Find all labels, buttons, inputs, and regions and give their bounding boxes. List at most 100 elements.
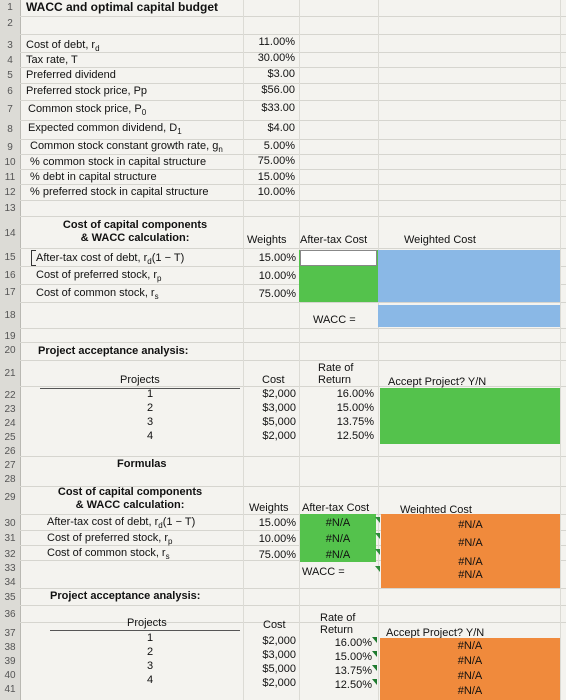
row-number[interactable]: 41 bbox=[4, 684, 16, 695]
row-number[interactable]: 37 bbox=[4, 628, 16, 639]
project-cost[interactable]: $3,000 bbox=[262, 402, 296, 414]
row-number[interactable]: 26 bbox=[4, 446, 16, 457]
input-value[interactable]: $4.00 bbox=[267, 122, 295, 134]
weighted-cost-cells[interactable] bbox=[381, 514, 560, 588]
weighted-cell[interactable]: #N/A bbox=[458, 537, 483, 549]
weight-cell[interactable]: 15.00% bbox=[258, 252, 296, 264]
project-cost[interactable]: $2,000 bbox=[262, 635, 296, 647]
project-cost[interactable]: $5,000 bbox=[262, 663, 296, 675]
row-number[interactable]: 17 bbox=[4, 287, 16, 298]
accept-project-cells[interactable] bbox=[380, 638, 560, 700]
row-number[interactable]: 19 bbox=[4, 331, 16, 342]
row-number[interactable]: 10 bbox=[4, 157, 16, 168]
input-value[interactable]: $56.00 bbox=[261, 84, 295, 96]
weighted-cell[interactable]: #N/A bbox=[458, 556, 483, 568]
row-number[interactable]: 39 bbox=[4, 656, 16, 667]
row-number[interactable]: 29 bbox=[4, 492, 16, 503]
row-number[interactable]: 14 bbox=[4, 228, 16, 239]
weighted-cost-cells[interactable] bbox=[378, 250, 560, 302]
weight-cell[interactable]: 75.00% bbox=[258, 288, 296, 300]
row-number[interactable]: 35 bbox=[4, 592, 16, 603]
row-number[interactable]: 11 bbox=[4, 172, 16, 183]
error-indicator-icon[interactable] bbox=[372, 637, 377, 643]
project-rate[interactable]: 15.00% bbox=[336, 402, 374, 414]
aftertax-cell[interactable]: #N/A bbox=[325, 533, 351, 545]
row-number[interactable]: 20 bbox=[4, 345, 16, 356]
project-rate[interactable]: 15.00% bbox=[334, 651, 372, 663]
input-value[interactable]: 10.00% bbox=[257, 186, 295, 198]
row-number[interactable]: 40 bbox=[4, 670, 16, 681]
row-number[interactable]: 9 bbox=[7, 142, 13, 153]
project-cost[interactable]: $2,000 bbox=[262, 430, 296, 442]
row-number[interactable]: 38 bbox=[4, 642, 16, 653]
row-number[interactable]: 22 bbox=[4, 390, 16, 401]
row-number[interactable]: 32 bbox=[4, 549, 16, 560]
row-number[interactable]: 2 bbox=[7, 18, 13, 29]
project-cost[interactable]: $3,000 bbox=[262, 649, 296, 661]
aftertax-cost-cells[interactable] bbox=[300, 514, 376, 562]
row-number[interactable]: 6 bbox=[7, 86, 13, 97]
wacc-cell[interactable] bbox=[378, 305, 560, 327]
error-indicator-icon[interactable] bbox=[372, 665, 377, 671]
weight-cell[interactable]: 75.00% bbox=[258, 549, 296, 561]
input-value[interactable]: 11.00% bbox=[258, 36, 296, 48]
accept-cell[interactable]: #N/A bbox=[457, 670, 483, 682]
input-value[interactable]: 75.00% bbox=[257, 155, 295, 167]
weight-cell[interactable]: 10.00% bbox=[258, 270, 296, 282]
project-rate[interactable]: 16.00% bbox=[336, 388, 374, 400]
accept-cell[interactable]: #N/A bbox=[457, 655, 483, 667]
weighted-cell[interactable]: #N/A bbox=[458, 519, 483, 531]
active-cell[interactable] bbox=[300, 250, 377, 266]
row-number[interactable]: 30 bbox=[4, 518, 16, 529]
input-value[interactable]: $33.00 bbox=[261, 102, 295, 114]
input-value[interactable]: 30.00% bbox=[257, 52, 295, 64]
error-indicator-icon[interactable] bbox=[372, 651, 377, 657]
input-value[interactable]: 5.00% bbox=[263, 140, 295, 152]
project-rate[interactable]: 12.50% bbox=[336, 430, 374, 442]
error-indicator-icon[interactable] bbox=[375, 517, 380, 523]
weight-cell[interactable]: 15.00% bbox=[258, 517, 296, 529]
row-number[interactable]: 7 bbox=[7, 104, 13, 115]
row-number[interactable]: 5 bbox=[7, 70, 13, 81]
row-number[interactable]: 36 bbox=[4, 609, 16, 620]
row-number[interactable]: 23 bbox=[4, 404, 16, 415]
row-number[interactable]: 13 bbox=[4, 203, 16, 214]
error-indicator-icon[interactable] bbox=[375, 533, 380, 539]
row-number[interactable]: 12 bbox=[4, 187, 16, 198]
aftertax-cell[interactable]: #N/A bbox=[325, 549, 351, 561]
row-number[interactable]: 3 bbox=[7, 40, 13, 51]
error-indicator-icon[interactable] bbox=[375, 566, 380, 572]
row-number[interactable]: 24 bbox=[4, 418, 16, 429]
accept-project-cells[interactable] bbox=[380, 388, 560, 444]
row-number[interactable]: 28 bbox=[4, 474, 16, 485]
project-cost[interactable]: $2,000 bbox=[262, 677, 296, 689]
row-number[interactable]: 33 bbox=[4, 563, 16, 574]
row-number[interactable]: 31 bbox=[4, 533, 16, 544]
row-number[interactable]: 4 bbox=[7, 55, 13, 66]
row-number[interactable]: 21 bbox=[4, 368, 16, 379]
project-rate[interactable]: 13.75% bbox=[334, 665, 372, 677]
weight-cell[interactable]: 10.00% bbox=[258, 533, 296, 545]
input-value[interactable]: $3.00 bbox=[267, 68, 295, 80]
input-value[interactable]: 15.00% bbox=[257, 171, 295, 183]
wacc-value-cell[interactable]: #N/A bbox=[458, 569, 483, 581]
accept-cell[interactable]: #N/A bbox=[457, 685, 483, 697]
row-number[interactable]: 16 bbox=[4, 270, 16, 281]
project-cost[interactable]: $5,000 bbox=[262, 416, 296, 428]
error-indicator-icon[interactable] bbox=[372, 679, 377, 685]
row-number[interactable]: 15 bbox=[4, 252, 16, 263]
row-number[interactable]: 18 bbox=[4, 310, 16, 321]
project-rate[interactable]: 12.50% bbox=[334, 679, 372, 691]
wacc-label: WACC = bbox=[313, 314, 356, 326]
row-number[interactable]: 8 bbox=[7, 124, 13, 135]
error-indicator-icon[interactable] bbox=[375, 549, 380, 555]
row-number[interactable]: 1 bbox=[7, 2, 13, 13]
aftertax-cell[interactable]: #N/A bbox=[325, 517, 351, 529]
project-rate[interactable]: 13.75% bbox=[336, 416, 374, 428]
row-number[interactable]: 25 bbox=[4, 432, 16, 443]
row-number[interactable]: 34 bbox=[4, 577, 16, 588]
project-cost[interactable]: $2,000 bbox=[262, 388, 296, 400]
project-rate[interactable]: 16.00% bbox=[334, 637, 372, 649]
accept-cell[interactable]: #N/A bbox=[457, 640, 483, 652]
row-number[interactable]: 27 bbox=[4, 460, 16, 471]
